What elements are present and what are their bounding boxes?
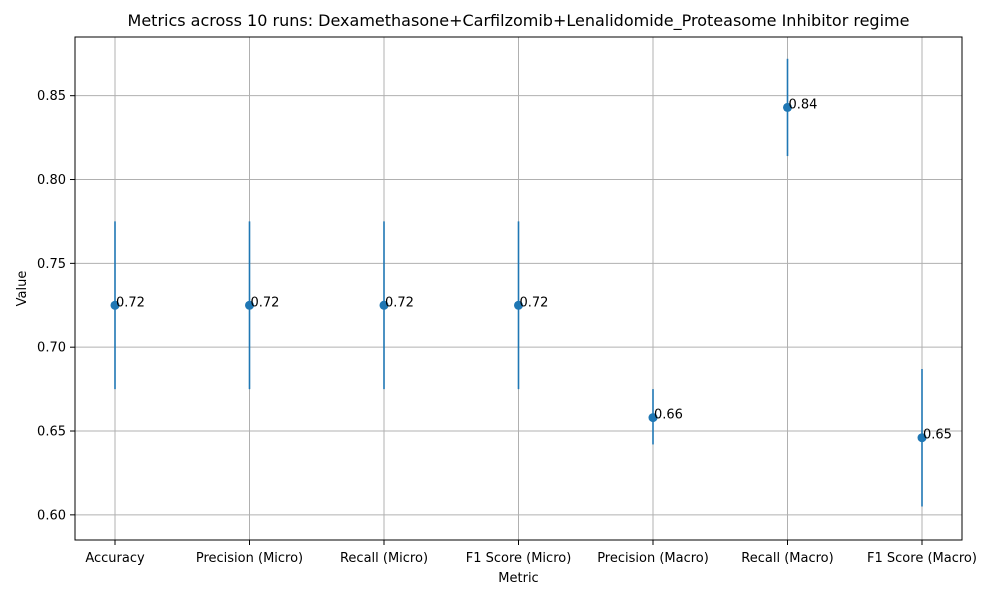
- data-point: [379, 300, 389, 310]
- data-point: [245, 300, 254, 310]
- data-label: 0.66: [654, 408, 683, 423]
- y-tick-label: 0.70: [37, 341, 66, 356]
- x-axis-label: Metric: [498, 571, 538, 586]
- y-tick-label: 0.65: [37, 425, 66, 440]
- x-tick-label: Accuracy: [85, 551, 145, 566]
- y-tick-label: 0.75: [37, 257, 66, 272]
- data-point: [110, 300, 120, 310]
- y-axis-label: Value: [15, 271, 30, 307]
- y-tick-label: 0.60: [37, 508, 66, 523]
- data-point: [514, 300, 523, 310]
- x-tick-label: F1 Score (Macro): [867, 551, 977, 566]
- x-tick-label: F1 Score (Micro): [466, 551, 572, 566]
- data-point: [783, 102, 792, 112]
- data-label: 0.72: [116, 295, 145, 310]
- mark-layer: 0.72 0.72 0.72 0.72 0.66 0.84 0.65: [110, 58, 952, 507]
- y-tick-label: 0.85: [37, 89, 66, 104]
- x-tick-label: Recall (Micro): [340, 551, 428, 566]
- data-label: 0.72: [385, 295, 414, 310]
- data-label: 0.84: [789, 97, 818, 112]
- data-label: 0.65: [923, 428, 952, 443]
- x-tick-label: Recall (Macro): [741, 551, 833, 566]
- data-point: [648, 413, 658, 423]
- data-label: 0.72: [251, 295, 280, 310]
- x-tick-label: Precision (Micro): [196, 551, 303, 566]
- data-label: 0.72: [520, 295, 549, 310]
- data-point: [917, 433, 927, 443]
- y-tick-label: 0.80: [37, 173, 66, 188]
- tick-layer: Accuracy Precision (Micro) Recall (Micro) F…: [37, 89, 977, 566]
- x-tick-label: Precision (Macro): [597, 551, 709, 566]
- chart-title: Metrics across 10 runs: Dexamethasone+Ca…: [128, 11, 910, 31]
